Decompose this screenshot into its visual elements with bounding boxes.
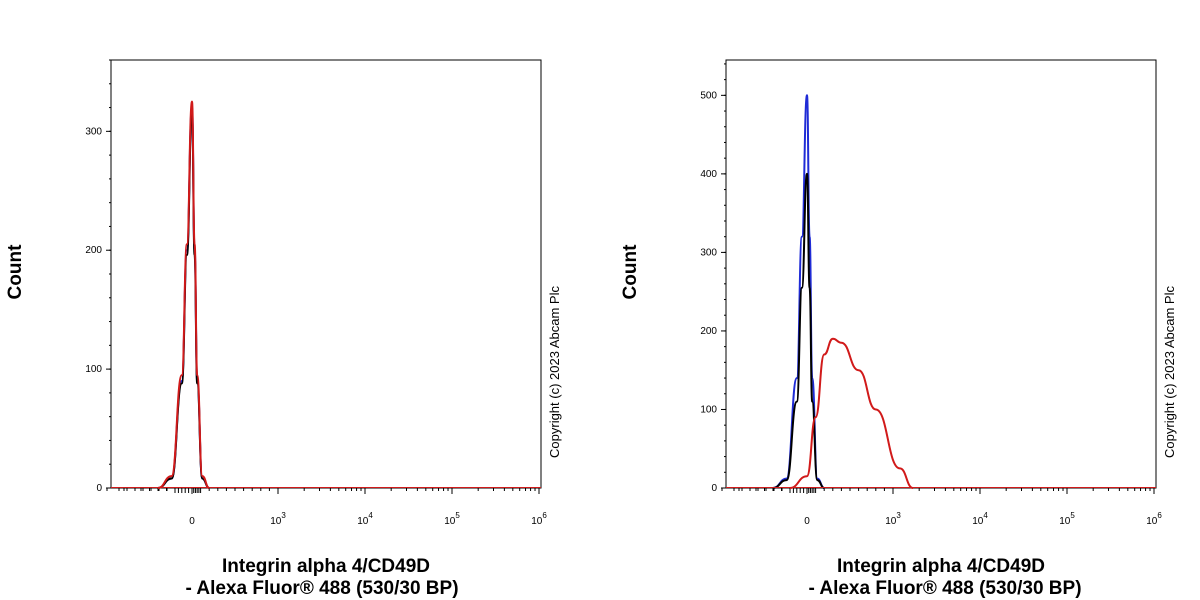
y-tick-label: 400 bbox=[700, 169, 717, 180]
plot-frame bbox=[725, 59, 1157, 489]
series-line-black bbox=[772, 172, 825, 489]
y-tick-label: 100 bbox=[700, 404, 717, 415]
series-line-red bbox=[157, 100, 210, 489]
histogram-chart-right: 0 100 200 300 400 500 0 103 104 105 106 Count Inte… bbox=[620, 59, 1177, 599]
y-tick-label: 500 bbox=[700, 90, 717, 101]
x-tick-label: 0 bbox=[189, 516, 195, 527]
y-tick-label: 300 bbox=[700, 247, 717, 258]
plot-frame bbox=[110, 59, 542, 489]
y-tick-label: 300 bbox=[85, 126, 102, 137]
x-tick-label: 0 bbox=[804, 516, 810, 527]
series-line-blue bbox=[157, 106, 210, 489]
copyright-notice: Copyright (c) 2023 Abcam Plc bbox=[1162, 286, 1177, 458]
y-tick-label: 0 bbox=[96, 483, 102, 494]
copyright-notice: Copyright (c) 2023 Abcam Plc bbox=[547, 286, 562, 458]
x-tick-label: 103 bbox=[885, 511, 901, 527]
x-tick-label: 104 bbox=[357, 511, 373, 527]
x-axis-label-line2: - Alexa Fluor® 488 (530/30 BP) bbox=[808, 578, 1081, 599]
histogram-panel-right: 0 100 200 300 400 500 0 103 104 105 106 Count Inte… bbox=[615, 0, 1200, 600]
y-tick-label: 100 bbox=[85, 364, 102, 375]
x-tick-label: 106 bbox=[531, 511, 547, 527]
x-axis-label-line2: - Alexa Fluor® 488 (530/30 BP) bbox=[185, 578, 458, 599]
x-tick-label: 103 bbox=[270, 511, 286, 527]
y-tick-label: 200 bbox=[700, 326, 717, 337]
x-axis-label-line1: Integrin alpha 4/CD49D bbox=[222, 556, 430, 577]
series-line-red bbox=[789, 337, 914, 489]
x-tick-label: 105 bbox=[444, 511, 460, 527]
series-line-blue bbox=[772, 94, 825, 489]
y-tick-label: 200 bbox=[85, 245, 102, 256]
y-tick-label: 0 bbox=[711, 483, 717, 494]
y-axis-label: Count bbox=[5, 244, 26, 300]
histogram-panel-left: 0 100 200 300 0 103 104 105 106 Count Integrin a… bbox=[5, 59, 562, 599]
x-tick-label: 106 bbox=[1146, 511, 1162, 527]
x-axis-label-line1: Integrin alpha 4/CD49D bbox=[837, 556, 1045, 577]
histogram-chart-left: 0 100 200 300 0 103 104 105 106 Count Integrin a… bbox=[5, 59, 562, 599]
y-axis-label: Count bbox=[620, 244, 641, 300]
x-tick-label: 104 bbox=[972, 511, 988, 527]
x-tick-label: 105 bbox=[1059, 511, 1075, 527]
